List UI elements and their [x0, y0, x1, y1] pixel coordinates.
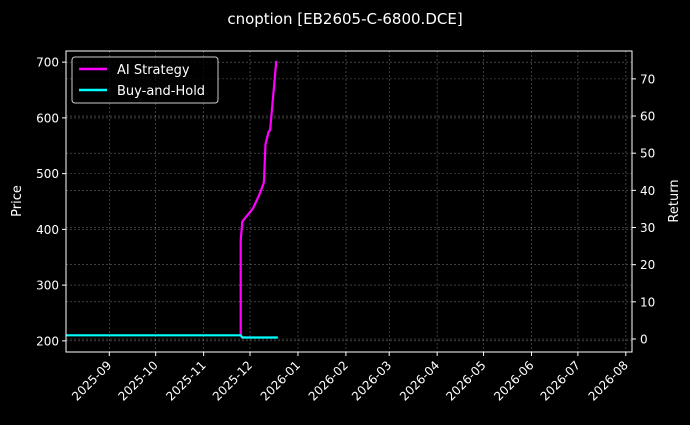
x-tick-label: 2026-01	[258, 358, 303, 403]
x-tick-label: 2025-09	[69, 358, 114, 403]
y2-tick-label: 10	[640, 295, 655, 309]
x-tick-label: 2026-03	[349, 358, 394, 403]
y-tick-label: 600	[36, 111, 59, 125]
series-line-ai-strategy	[239, 60, 278, 336]
plot-frame	[65, 50, 633, 353]
y-tick-label: 700	[36, 56, 59, 70]
y2-tick-label: 40	[640, 184, 655, 198]
y2-tick-label: 30	[640, 221, 655, 235]
y-axis-return: 0 10 20 30 40 50 60 70	[632, 72, 655, 346]
y-axis-price: 200 300 400 500 600 700	[36, 56, 66, 348]
y2-tick-label: 60	[640, 110, 655, 124]
y2-tick-label: 70	[640, 72, 655, 86]
y-tick-label: 400	[36, 223, 59, 237]
x-tick-label: 2025-10	[115, 358, 160, 403]
legend-box	[71, 56, 219, 104]
x-tick-label: 2026-02	[306, 358, 351, 403]
chart-title: cnoption [EB2605-C-6800.DCE]	[227, 10, 462, 28]
y-tick-label: 500	[36, 167, 59, 181]
y2-tick-label: 0	[640, 332, 648, 346]
x-tick-label: 2026-08	[586, 358, 631, 403]
y2-tick-label: 20	[640, 258, 655, 272]
y-tick-label: 300	[36, 279, 59, 293]
y-axis-label: Price	[10, 185, 25, 217]
x-tick-label: 2026-05	[443, 358, 488, 403]
series-line-buy-and-hold	[66, 334, 278, 339]
x-axis: 2025-09 2025-10 2025-11 2025-12 2026-01 2026-…	[69, 352, 631, 404]
legend-label-buy-and-hold: Buy-and-Hold	[117, 84, 205, 99]
x-tick-label: 2026-04	[397, 358, 442, 403]
x-tick-label: 2026-06	[491, 358, 536, 403]
y2-tick-label: 50	[640, 147, 655, 161]
series-lines	[66, 60, 278, 339]
x-tick-label: 2025-12	[210, 358, 255, 403]
x-tick-label: 2025-11	[163, 358, 208, 403]
x-tick-label: 2026-07	[538, 358, 583, 403]
legend-label-ai-strategy: AI Strategy	[117, 63, 190, 78]
y2-axis-label: Return	[667, 179, 682, 222]
y-tick-label: 200	[36, 334, 59, 348]
legend: AI Strategy Buy-and-Hold	[71, 56, 219, 104]
